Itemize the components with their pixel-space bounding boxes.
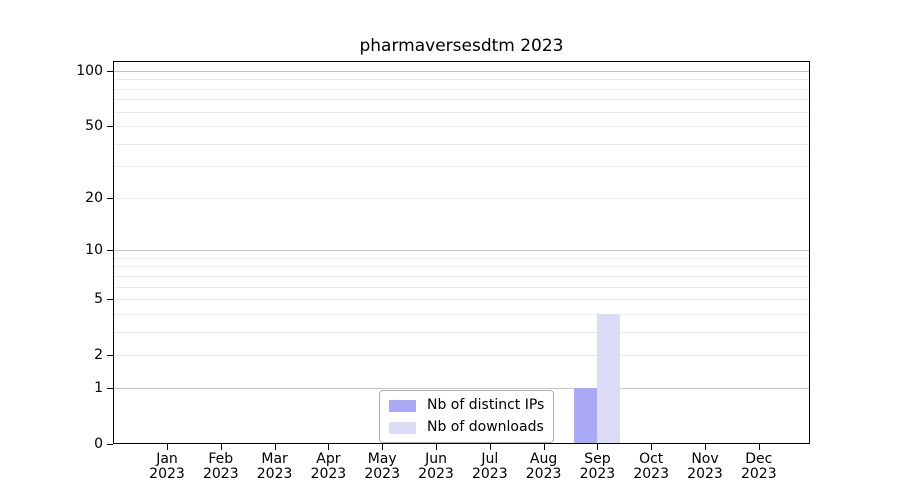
plot-border [113,61,810,444]
gridline-minor [114,331,809,333]
y-tick-label: 2 [94,347,103,364]
x-tick-year: 2023 [633,466,669,482]
legend-label-distinct-ips: Nb of distinct IPs [427,397,545,413]
x-tick-year: 2023 [471,466,508,482]
x-tick-year: 2023 [579,466,616,482]
gridline-minor [114,355,809,357]
gridline-minor [114,313,809,315]
x-tick-year: 2023 [687,466,723,482]
gridline-minor [114,266,809,268]
x-tick-label: Dec 2023 [727,452,791,482]
x-tick-mark [489,444,491,450]
legend: Nb of distinct IPs Nb of downloads [379,390,555,443]
legend-item-distinct-ips: Nb of distinct IPs [389,396,544,415]
gridline-minor [114,197,809,199]
x-tick-label: May 2023 [350,452,414,482]
x-tick-label: Jan 2023 [135,452,199,482]
x-tick-month: Dec [745,451,773,467]
x-tick-label: Aug 2023 [512,452,576,482]
x-tick-label: Jun 2023 [404,452,468,482]
x-tick-mark [167,444,168,450]
x-tick-mark [274,444,276,450]
gridline-minor [114,79,809,81]
x-tick-month: Mar [261,451,288,467]
y-tick-label: 5 [94,291,103,308]
bar-nb-of-distinct-ips [574,387,598,443]
gridline-minor [114,257,809,259]
x-tick-month: Nov [691,451,719,467]
gridline-minor [114,126,809,127]
x-tick-year: 2023 [418,466,454,482]
y-tick-label: 20 [85,189,103,206]
x-tick-year: 2023 [256,466,293,482]
x-tick-mark [651,444,653,450]
gridline-minor [114,99,809,101]
legend-swatch-downloads [389,421,416,434]
x-tick-mark [543,444,545,450]
y-tick-label: 100 [76,62,103,79]
gridline-minor [114,111,809,113]
x-tick-mark [220,444,222,450]
x-tick-label: Oct 2023 [619,452,683,482]
legend-label-downloads: Nb of downloads [427,419,544,435]
y-tick-mark [107,444,113,445]
x-tick-mark [597,444,599,450]
x-tick-month: Feb [208,451,234,467]
x-tick-month: Sep [584,451,611,467]
y-tick-mark [107,197,113,199]
y-tick-label: 10 [85,242,103,259]
x-tick-mark [328,444,330,450]
chart-title: pharmaversesdtm 2023 [359,36,564,56]
x-tick-year: 2023 [740,466,777,482]
x-tick-year: 2023 [364,466,400,482]
x-tick-mark [436,444,437,450]
gridline-minor [114,275,809,277]
x-tick-mark [382,444,384,450]
y-tick-mark [107,299,113,301]
y-tick-label: 50 [85,118,103,134]
gridline-minor [114,286,809,288]
x-tick-label: Jul 2023 [458,452,522,482]
x-tick-year: 2023 [310,466,347,482]
x-tick-label: Mar 2023 [243,452,307,482]
x-tick-mark [705,444,706,450]
x-tick-year: 2023 [149,466,185,482]
x-tick-month: Jun [425,451,447,467]
x-tick-month: May [367,451,397,467]
y-tick-mark [107,70,113,72]
x-tick-label: Feb 2023 [189,452,253,482]
gridline-minor [114,143,809,145]
x-tick-label: Apr 2023 [296,452,360,482]
legend-swatch-distinct-ips [389,399,416,412]
x-tick-month: Aug [529,451,558,467]
gridline-major [114,387,809,389]
gridline-major [114,250,809,252]
x-tick-month: Apr [316,451,341,467]
y-tick-mark [107,250,113,252]
gridline-major [114,70,809,72]
x-tick-month: Jan [156,451,178,467]
x-tick-month: Jul [481,451,499,467]
x-tick-month: Oct [639,451,664,467]
legend-item-downloads: Nb of downloads [389,418,544,437]
x-tick-year: 2023 [202,466,239,482]
y-tick-label: 0 [94,436,103,452]
x-tick-label: Nov 2023 [673,452,737,482]
bar-nb-of-downloads [597,313,621,443]
y-tick-mark [107,387,113,389]
x-tick-label: Sep 2023 [565,452,629,482]
y-tick-mark [107,355,113,357]
gridline-minor [114,166,809,168]
x-tick-year: 2023 [525,466,562,482]
y-tick-label: 1 [94,379,103,396]
y-tick-mark [107,126,113,127]
x-tick-mark [758,444,760,450]
gridline-minor [114,88,809,90]
gridline-minor [114,299,809,301]
